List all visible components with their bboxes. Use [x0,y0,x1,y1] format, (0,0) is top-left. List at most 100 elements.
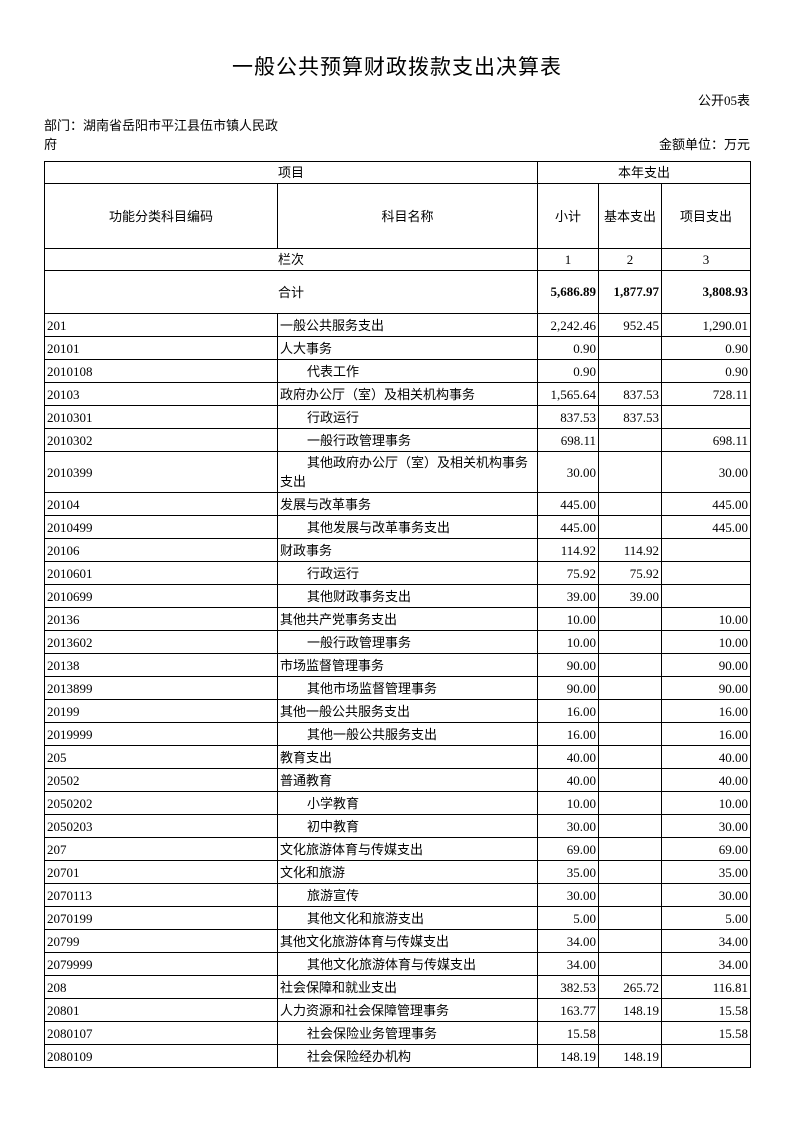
row-subject-name: 一般行政管理事务 [276,428,539,452]
row-code: 20106 [44,538,278,562]
row-project: 5.00 [661,906,752,930]
row-code: 201 [44,313,278,337]
table-row: 2010302 一般行政管理事务 698.11 698.11 [44,428,752,452]
row-subject-name: 旅游宣传 [276,883,539,907]
row-code: 2013899 [44,676,278,700]
row-subject-name: 小学教育 [276,791,539,815]
page-title: 一般公共预算财政拨款支出决算表 [232,55,562,79]
row-subtotal: 69.00 [537,837,600,861]
row-subtotal: 148.19 [537,1044,600,1068]
row-subject-name: 文化和旅游 [276,860,539,884]
row-code: 2080109 [44,1044,278,1068]
table-row: 2010108 代表工作 0.90 0.90 [44,359,752,383]
row-subject-name: 文化旅游体育与传媒支出 [276,837,539,861]
table-row: 2010301 行政运行 837.53 837.53 [44,405,752,429]
row-subtotal: 1,565.64 [537,382,600,406]
row-subject-name: 其他发展与改革事务支出 [276,515,539,539]
row-basic [598,336,663,360]
header-basic: 基本支出 [598,183,663,249]
row-project: 10.00 [661,630,752,654]
row-subject-name: 其他市场监督管理事务 [276,676,539,700]
column-index-label: 栏次 [43,248,539,271]
row-code: 2010499 [44,515,278,539]
row-code: 20199 [44,699,278,723]
row-code: 20701 [44,860,278,884]
row-project: 34.00 [661,952,752,976]
row-project: 1,290.01 [661,313,752,337]
row-code: 2010399 [44,451,278,493]
row-subject-name: 教育支出 [276,745,539,769]
row-project: 90.00 [661,653,752,677]
row-project: 15.58 [661,1021,752,1045]
table-row: 2070113 旅游宣传 30.00 30.00 [44,883,752,907]
row-project: 10.00 [661,791,752,815]
header-label-row: 功能分类科目编码 科目名称 小计 基本支出 项目支出 [44,183,752,249]
row-subject-name: 普通教育 [276,768,539,792]
budget-table: 项目 本年支出 功能分类科目编码 科目名称 小计 基本支出 项目支出 栏次 1 … [43,161,752,1068]
row-project [661,561,752,585]
table-body: 201 一般公共服务支出 2,242.46 952.45 1,290.01 20101 人大… [44,313,752,1068]
table-row: 205 教育支出 40.00 40.00 [44,745,752,769]
row-code: 20502 [44,768,278,792]
row-subject-name: 其他一般公共服务支出 [276,722,539,746]
row-basic [598,883,663,907]
row-project [661,538,752,562]
row-basic: 148.19 [598,998,663,1022]
row-code: 20799 [44,929,278,953]
row-subtotal: 16.00 [537,699,600,723]
table-row: 20199 其他一般公共服务支出 16.00 16.00 [44,699,752,723]
row-code: 20104 [44,492,278,516]
column-index-row: 栏次 1 2 3 [43,248,752,271]
row-project: 16.00 [661,699,752,723]
row-subject-name: 社会保障和就业支出 [276,975,539,999]
row-basic [598,515,663,539]
row-subtotal: 10.00 [537,791,600,815]
row-basic [598,745,663,769]
row-basic: 837.53 [598,382,663,406]
table-row: 2079999 其他文化旅游体育与传媒支出 34.00 34.00 [44,952,752,976]
table-row: 2010499 其他发展与改革事务支出 445.00 445.00 [44,515,752,539]
table-row: 208 社会保障和就业支出 382.53 265.72 116.81 [44,975,752,999]
row-basic [598,653,663,677]
row-basic [598,906,663,930]
row-subtotal: 5.00 [537,906,600,930]
row-subject-name: 初中教育 [276,814,539,838]
row-subtotal: 382.53 [537,975,600,999]
row-code: 20101 [44,336,278,360]
row-subject-name: 其他共产党事务支出 [276,607,539,631]
row-project: 30.00 [661,814,752,838]
total-row: 合计 5,686.89 1,877.97 3,808.93 [43,270,752,314]
row-project: 35.00 [661,860,752,884]
row-code: 2010302 [44,428,278,452]
row-subtotal: 90.00 [537,676,600,700]
row-subject-name: 财政事务 [276,538,539,562]
row-subject-name: 市场监督管理事务 [276,653,539,677]
row-project: 728.11 [661,382,752,406]
row-basic [598,451,663,493]
row-basic [598,722,663,746]
row-project: 445.00 [661,492,752,516]
row-code: 2010108 [44,359,278,383]
table-row: 2070199 其他文化和旅游支出 5.00 5.00 [44,906,752,930]
header-item-group: 项目 [43,161,539,184]
row-subtotal: 163.77 [537,998,600,1022]
row-subject-name: 其他文化旅游体育与传媒支出 [276,952,539,976]
row-basic: 265.72 [598,975,663,999]
header-project: 项目支出 [661,183,752,249]
sheet-label: 公开05表 [697,93,750,108]
table-row: 20801 人力资源和社会保障管理事务 163.77 148.19 15.58 [44,998,752,1022]
total-project: 3,808.93 [661,270,752,314]
table-row: 20502 普通教育 40.00 40.00 [44,768,752,792]
row-subtotal: 35.00 [537,860,600,884]
row-subtotal: 40.00 [537,768,600,792]
table-row: 2010399 其他政府办公厅（室）及相关机构事务支出 30.00 30.00 [44,451,752,493]
row-basic [598,768,663,792]
row-subtotal: 445.00 [537,515,600,539]
row-project: 30.00 [661,883,752,907]
row-subtotal: 0.90 [537,359,600,383]
row-subtotal: 114.92 [537,538,600,562]
table-row: 2019999 其他一般公共服务支出 16.00 16.00 [44,722,752,746]
row-subject-name: 一般公共服务支出 [276,313,539,337]
row-subtotal: 698.11 [537,428,600,452]
row-basic [598,630,663,654]
